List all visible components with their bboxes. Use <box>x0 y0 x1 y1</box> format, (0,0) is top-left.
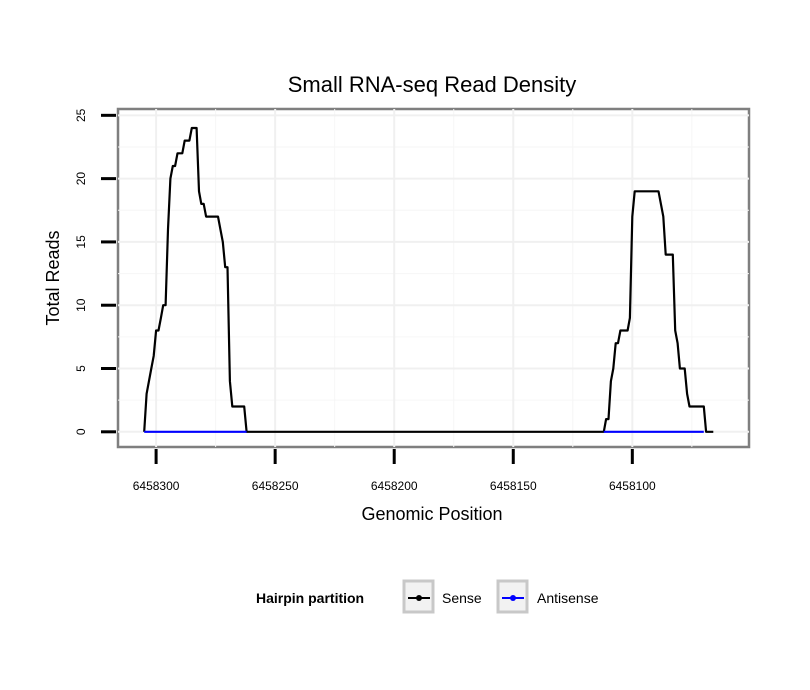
x-tick-label: 6458150 <box>490 479 537 493</box>
y-axis-title: Total Reads <box>43 230 63 325</box>
y-tick-label: 25 <box>74 108 88 122</box>
y-tick-label: 15 <box>74 235 88 249</box>
chart-title: Small RNA-seq Read Density <box>288 72 577 97</box>
x-axis-title: Genomic Position <box>361 504 502 524</box>
plot-panel <box>116 107 751 449</box>
y-tick-label: 0 <box>74 428 88 435</box>
legend-label-sense: Sense <box>442 590 482 606</box>
legend-point-sense <box>416 595 422 601</box>
y-tick-label: 10 <box>74 298 88 312</box>
series-lines <box>143 126 714 433</box>
x-tick-label: 6458100 <box>609 479 656 493</box>
x-tick-label: 6458300 <box>133 479 180 493</box>
legend-point-antisense <box>510 595 516 601</box>
legend: Hairpin partition Sense Antisense <box>256 579 599 614</box>
series-line-sense <box>143 126 714 433</box>
legend-title: Hairpin partition <box>256 590 364 606</box>
y-tick-label: 20 <box>74 172 88 186</box>
legend-label-antisense: Antisense <box>537 590 599 606</box>
x-tick-label: 6458250 <box>252 479 299 493</box>
axes: 6458300 6458250 6458200 6458150 6458100 0 5 10 1… <box>74 108 656 493</box>
x-tick-label: 6458200 <box>371 479 418 493</box>
y-tick-label: 5 <box>74 365 88 372</box>
